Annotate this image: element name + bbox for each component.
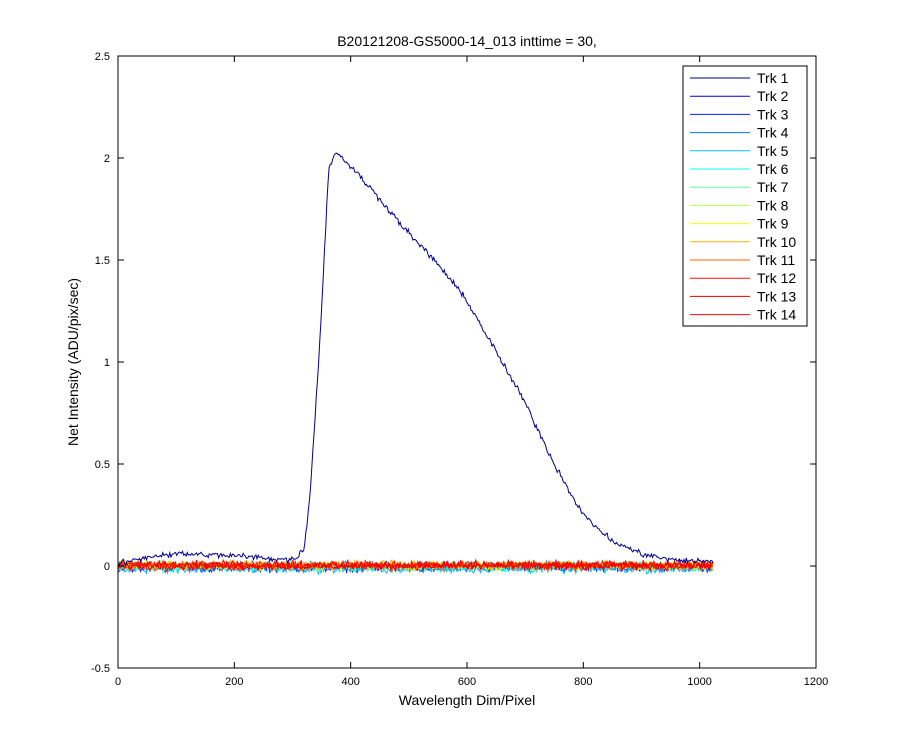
x-tick-label: 1000: [687, 676, 711, 688]
legend-label: Trk 9: [757, 216, 789, 232]
legend-label: Trk 1: [757, 70, 789, 86]
y-tick-label: 2: [104, 153, 110, 165]
y-axis-label: Net Intensity (ADU/pix/sec): [65, 278, 81, 446]
series-line-trk-14: [118, 558, 714, 573]
series-layer: [118, 152, 714, 576]
legend-label: Trk 6: [757, 161, 789, 177]
legend-items: Trk 1 Trk 2 Trk 3 Trk 4 Trk 5 Trk 6 Trk 7 Trk 8…: [690, 70, 796, 323]
legend-label: Trk 4: [757, 125, 789, 141]
legend-label: Trk 11: [757, 252, 795, 268]
y-tick-label: -0.5: [91, 663, 110, 675]
ticks-layer: 0 200 400 600 800 1000 1200 -0.5 0 0.5 1 1.5 2 2.5: [91, 51, 828, 688]
legend-label: Trk 5: [757, 143, 789, 159]
x-tick-label: 0: [115, 676, 121, 688]
x-tick-label: 200: [225, 676, 243, 688]
x-tick-label: 1200: [804, 676, 828, 688]
legend-box: [682, 65, 808, 327]
series-line-trk-1: [118, 152, 714, 567]
chart-title: B20121208-GS5000-14_013 inttime = 30,: [337, 33, 597, 49]
y-tick-label: 1: [104, 357, 110, 369]
legend-label: Trk 3: [757, 106, 789, 122]
legend-label: Trk 8: [757, 197, 789, 213]
x-tick-label: 800: [574, 676, 592, 688]
legend-label: Trk 12: [757, 270, 796, 286]
y-tick-label: 0.5: [95, 459, 110, 471]
x-tick-label: 400: [341, 676, 359, 688]
y-tick-label: 1.5: [95, 255, 110, 267]
x-axis-label: Wavelength Dim/Pixel: [399, 692, 535, 708]
x-tick-label: 600: [458, 676, 476, 688]
y-tick-label: 2.5: [95, 51, 110, 63]
legend-label: Trk 13: [757, 288, 796, 304]
legend-label: Trk 14: [757, 307, 796, 323]
legend-label: Trk 10: [757, 234, 796, 250]
legend-label: Trk 7: [757, 179, 789, 195]
series-line-trk-13: [118, 558, 714, 573]
legend: Trk 1 Trk 2 Trk 3 Trk 4 Trk 5 Trk 6 Trk 7 Trk 8…: [682, 65, 808, 327]
legend-label: Trk 2: [757, 88, 789, 104]
y-tick-label: 0: [104, 561, 110, 573]
